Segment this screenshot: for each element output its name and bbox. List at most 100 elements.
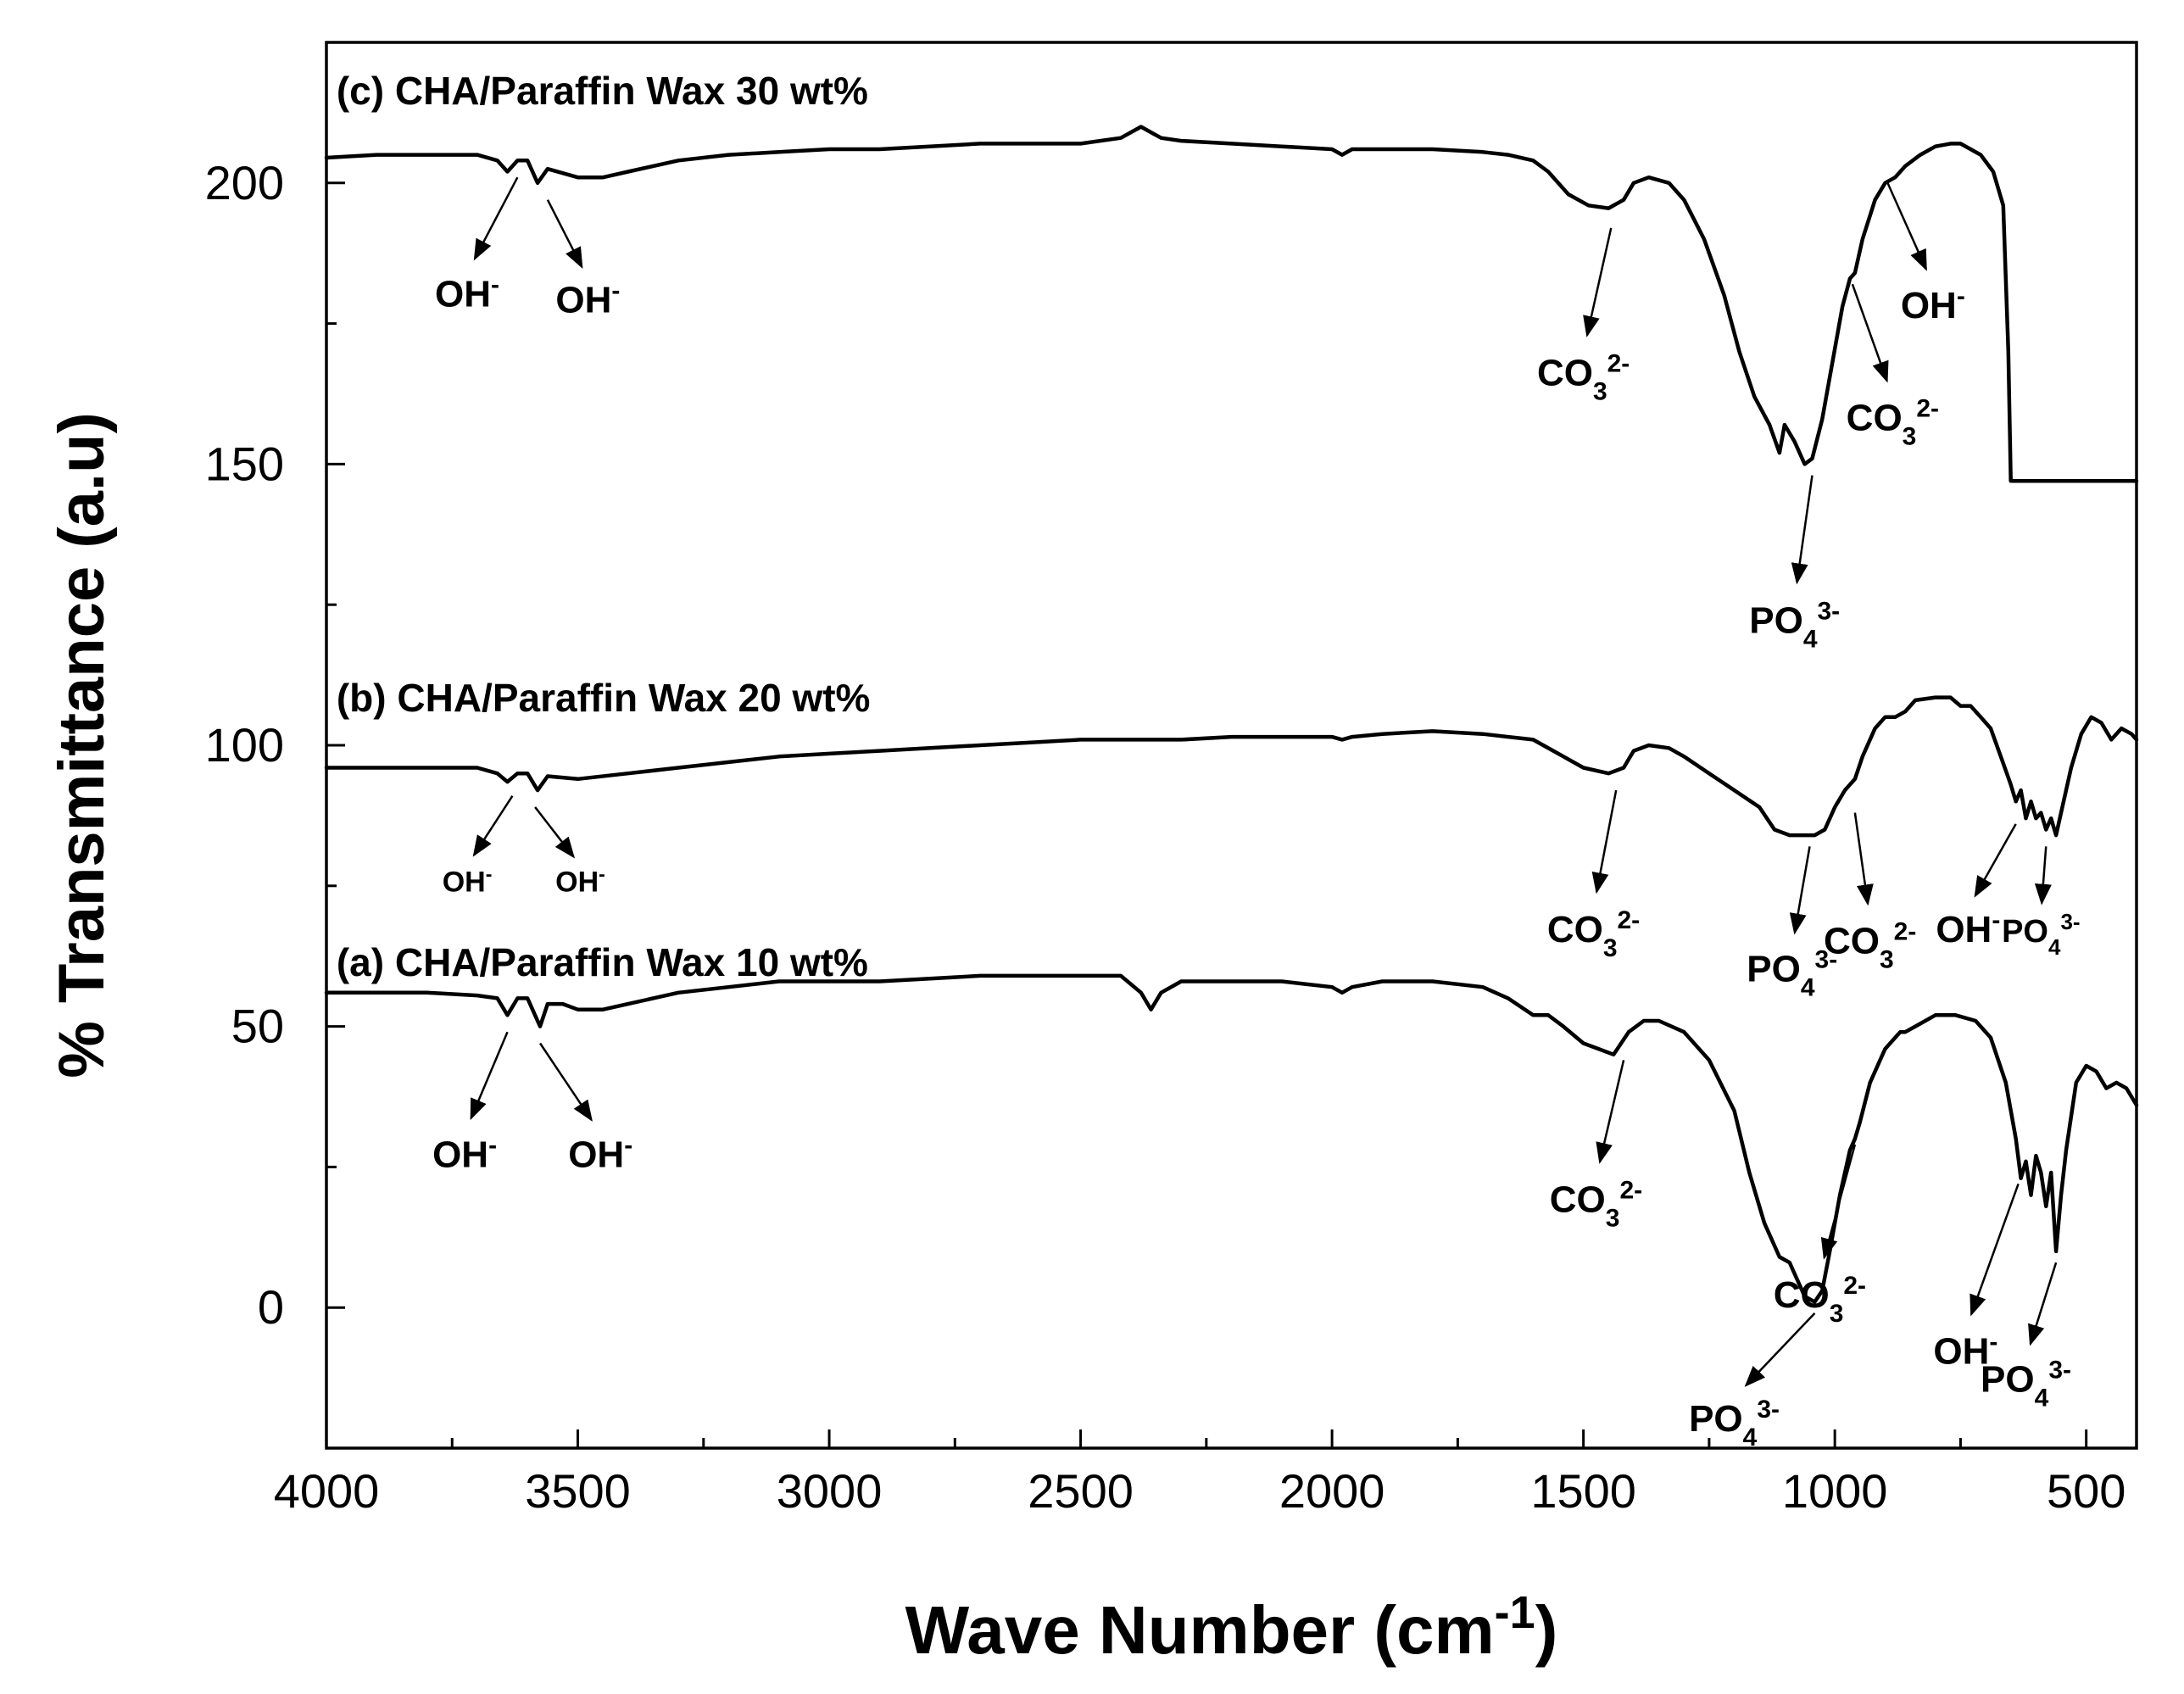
annotation-arrow	[534, 806, 576, 859]
annotation-base: PO	[1981, 1359, 2035, 1401]
y-tick-label: 50	[231, 1000, 284, 1053]
annotation-base: CO	[1550, 1179, 1606, 1220]
annotation-label: OH-	[432, 1131, 497, 1176]
annotation-label: OH-	[443, 862, 493, 898]
series-line-1	[324, 695, 2139, 838]
annotation-sup: -	[624, 1131, 632, 1159]
annotation-arrow	[1853, 812, 1874, 906]
annotation-sub: 4	[1801, 973, 1815, 1001]
x-axis-title: Wave Number (cm-1)	[905, 1587, 1558, 1668]
annotation-sub: 4	[2035, 1384, 2049, 1412]
series-label-1: (b) CHA/Paraffin Wax 20 wt%	[337, 676, 871, 720]
annotation-sup: -	[491, 270, 499, 298]
annotation-label: CO32-	[1550, 1176, 1642, 1232]
annotation-sub: 3	[1606, 1204, 1620, 1232]
annotation-group: OH- OH-CO32-OH-CO32-PO43-OH- OH-CO32-PO43-…	[432, 176, 2081, 1452]
annotation-sup: 3-	[2048, 1356, 2071, 1384]
annotation-sub: 3	[1603, 934, 1618, 962]
annotation-arrow	[1820, 1144, 1857, 1260]
annotation-sup: -	[599, 862, 605, 884]
annotation-label: CO32-	[1824, 917, 1916, 973]
annotation-sup: -	[611, 276, 620, 304]
x-tick-label: 1500	[1530, 1464, 1636, 1518]
annotation-label: OH-	[1901, 281, 1965, 326]
annotation-arrow	[546, 199, 583, 270]
annotation-sub: 3	[1880, 945, 1894, 973]
annotation-label: CO32-	[1547, 906, 1640, 962]
annotation-label: PO43-	[1689, 1396, 1780, 1452]
annotation-sup: 3-	[1818, 597, 1841, 625]
x-axis-ticks: 4000 3500 3000 2500 2000 1500 1000 500	[274, 1429, 2126, 1518]
annotation-label: PO43-	[2002, 909, 2081, 960]
annotation-sub: 4	[1803, 625, 1818, 653]
annotation-sup: 3-	[1757, 1396, 1780, 1424]
annotation-base: OH	[443, 866, 486, 898]
series-label-2: (c) CHA/Paraffin Wax 30 wt%	[337, 69, 868, 113]
annotation-label: OH-	[1936, 906, 2000, 951]
annotation-label: OH-	[555, 862, 605, 898]
annotation-base: OH	[568, 1134, 624, 1175]
x-tick-label: 3500	[525, 1464, 631, 1518]
annotation-sup: 3-	[2060, 909, 2080, 934]
annotation-arrow	[1591, 789, 1618, 894]
annotation-base: OH	[555, 866, 599, 898]
annotation-sup: -	[1989, 1328, 1997, 1356]
annotation-base: OH	[435, 274, 491, 315]
annotation-label: CO32-	[1774, 1272, 1866, 1328]
annotation-sup: -	[1992, 906, 2000, 934]
annotation-sup: 2-	[1916, 394, 1939, 422]
annotation-sup: 2-	[1894, 917, 1917, 945]
annotation-sub: 4	[2048, 934, 2061, 960]
annotation-label: OH-	[568, 1131, 632, 1176]
annotation-base: CO	[1537, 353, 1593, 394]
annotation-base: PO	[1689, 1398, 1743, 1440]
annotation-arrow	[1851, 283, 1889, 383]
annotation-base: OH	[1933, 1331, 1989, 1373]
annotation-arrow	[1974, 823, 2017, 898]
annotation-base: PO	[1747, 949, 1801, 990]
annotation-base: CO	[1547, 909, 1603, 950]
annotation-sup: -	[1957, 281, 1965, 309]
y-axis-ticks: 0 50 100 150 200	[205, 41, 345, 1450]
annotation-arrow	[1886, 182, 1927, 271]
annotation-arrow	[1789, 846, 1811, 935]
y-tick-label: 0	[258, 1280, 284, 1334]
annotation-label: CO32-	[1847, 394, 1939, 450]
annotation-arrow	[473, 176, 519, 261]
annotation-sup: 2-	[1618, 906, 1641, 934]
x-tick-label: 2500	[1028, 1464, 1134, 1518]
annotation-label: OH-	[435, 270, 499, 315]
annotation-arrow	[1791, 475, 1814, 585]
annotation-sub: 3	[1830, 1300, 1844, 1328]
series-line-0	[324, 973, 2139, 1304]
annotation-label: PO43-	[1747, 945, 1837, 1001]
annotation-arrow	[1970, 1183, 2020, 1317]
x-tick-label: 3000	[777, 1464, 883, 1518]
annotation-sup: -	[486, 862, 493, 884]
y-axis-title: % Transmittance (a.u)	[46, 412, 118, 1078]
annotation-label: CO32-	[1537, 349, 1630, 405]
annotation-base: PO	[2002, 914, 2048, 950]
annotation-arrow	[1583, 227, 1613, 337]
annotation-base: CO	[1824, 920, 1880, 961]
x-tick-label: 4000	[274, 1464, 380, 1518]
x-tick-label: 1000	[1782, 1464, 1888, 1518]
annotation-sup: 2-	[1843, 1272, 1866, 1300]
series-group: (a) CHA/Paraffin Wax 10 wt% (b) CHA/Paraf…	[324, 69, 2139, 1304]
annotation-base: CO	[1847, 398, 1903, 439]
annotation-sup: 2-	[1619, 1176, 1642, 1204]
annotation-sup: 3-	[1815, 945, 1838, 973]
annotation-base: OH	[1936, 909, 1992, 950]
annotation-label: OH-	[555, 276, 620, 321]
annotation-label: PO43-	[1749, 597, 1840, 653]
annotation-arrow	[470, 1031, 509, 1121]
annotation-sup: -	[488, 1131, 497, 1159]
annotation-label: PO43-	[1981, 1356, 2071, 1412]
annotation-base: OH	[1901, 285, 1957, 326]
annotation-label: OH-	[1933, 1328, 1997, 1373]
y-tick-label: 200	[205, 156, 284, 209]
annotation-arrow	[539, 1042, 593, 1122]
annotation-sup: 2-	[1607, 349, 1630, 377]
